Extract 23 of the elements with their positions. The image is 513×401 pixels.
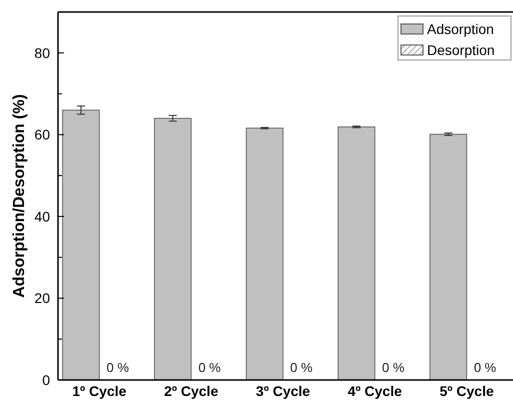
- legend-label: Adsorption: [427, 20, 494, 37]
- data-label: 0 %: [198, 360, 222, 375]
- x-tick-label: 2º Cycle: [164, 383, 218, 399]
- y-tick-label: 80: [34, 44, 50, 61]
- bar: [246, 128, 284, 380]
- y-axis-title: Adsorption/Desorption (%): [11, 94, 28, 298]
- data-label: 0 %: [382, 360, 405, 375]
- y-tick-label: 0: [42, 372, 50, 388]
- bar: [154, 118, 192, 380]
- y-tick-label: 20: [34, 290, 50, 306]
- data-label: 0 %: [474, 360, 497, 375]
- bar: [338, 126, 376, 380]
- data-label: 0 %: [290, 360, 314, 375]
- bar: [430, 134, 468, 380]
- x-tick-label: 1º Cycle: [72, 383, 127, 399]
- y-tick-label: 60: [34, 126, 50, 143]
- y-tick-label: 40: [34, 208, 50, 224]
- data-label: 0 %: [106, 360, 130, 375]
- x-tick-label: 5º Cycle: [440, 383, 494, 399]
- x-tick-label: 3º Cycle: [256, 383, 310, 399]
- legend-label: Desorption: [427, 42, 495, 58]
- bar: [62, 110, 100, 380]
- x-tick-label: 4º Cycle: [348, 383, 402, 399]
